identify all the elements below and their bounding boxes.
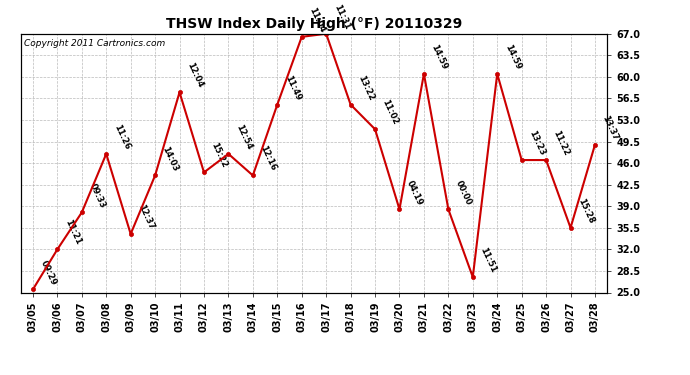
Text: 11:49: 11:49 [283, 74, 302, 102]
Text: 15:28: 15:28 [576, 197, 595, 225]
Text: 11:51: 11:51 [478, 246, 498, 274]
Text: 11:21: 11:21 [63, 218, 82, 247]
Text: 12:54: 12:54 [234, 123, 253, 151]
Text: 12:37: 12:37 [136, 203, 156, 231]
Text: 13:37: 13:37 [600, 114, 620, 142]
Text: 14:59: 14:59 [503, 43, 522, 71]
Text: 00:00: 00:00 [454, 179, 473, 207]
Text: 11:26: 11:26 [112, 123, 131, 151]
Text: 04:19: 04:19 [405, 178, 424, 207]
Text: 13:23: 13:23 [527, 129, 546, 157]
Text: 09:33: 09:33 [88, 182, 107, 210]
Text: 11:02: 11:02 [381, 98, 400, 126]
Text: 12:16: 12:16 [259, 144, 278, 172]
Text: 15:22: 15:22 [210, 141, 229, 170]
Text: Copyright 2011 Cartronics.com: Copyright 2011 Cartronics.com [23, 39, 165, 48]
Text: 09:29: 09:29 [39, 259, 58, 286]
Text: 11:31: 11:31 [332, 3, 351, 31]
Text: 11:04: 11:04 [307, 6, 327, 34]
Text: 14:03: 14:03 [161, 145, 180, 172]
Text: 11:22: 11:22 [552, 129, 571, 157]
Text: 13:22: 13:22 [356, 74, 375, 102]
Text: 14:59: 14:59 [429, 43, 449, 71]
Text: 12:04: 12:04 [185, 62, 204, 90]
Title: THSW Index Daily High (°F) 20110329: THSW Index Daily High (°F) 20110329 [166, 17, 462, 31]
